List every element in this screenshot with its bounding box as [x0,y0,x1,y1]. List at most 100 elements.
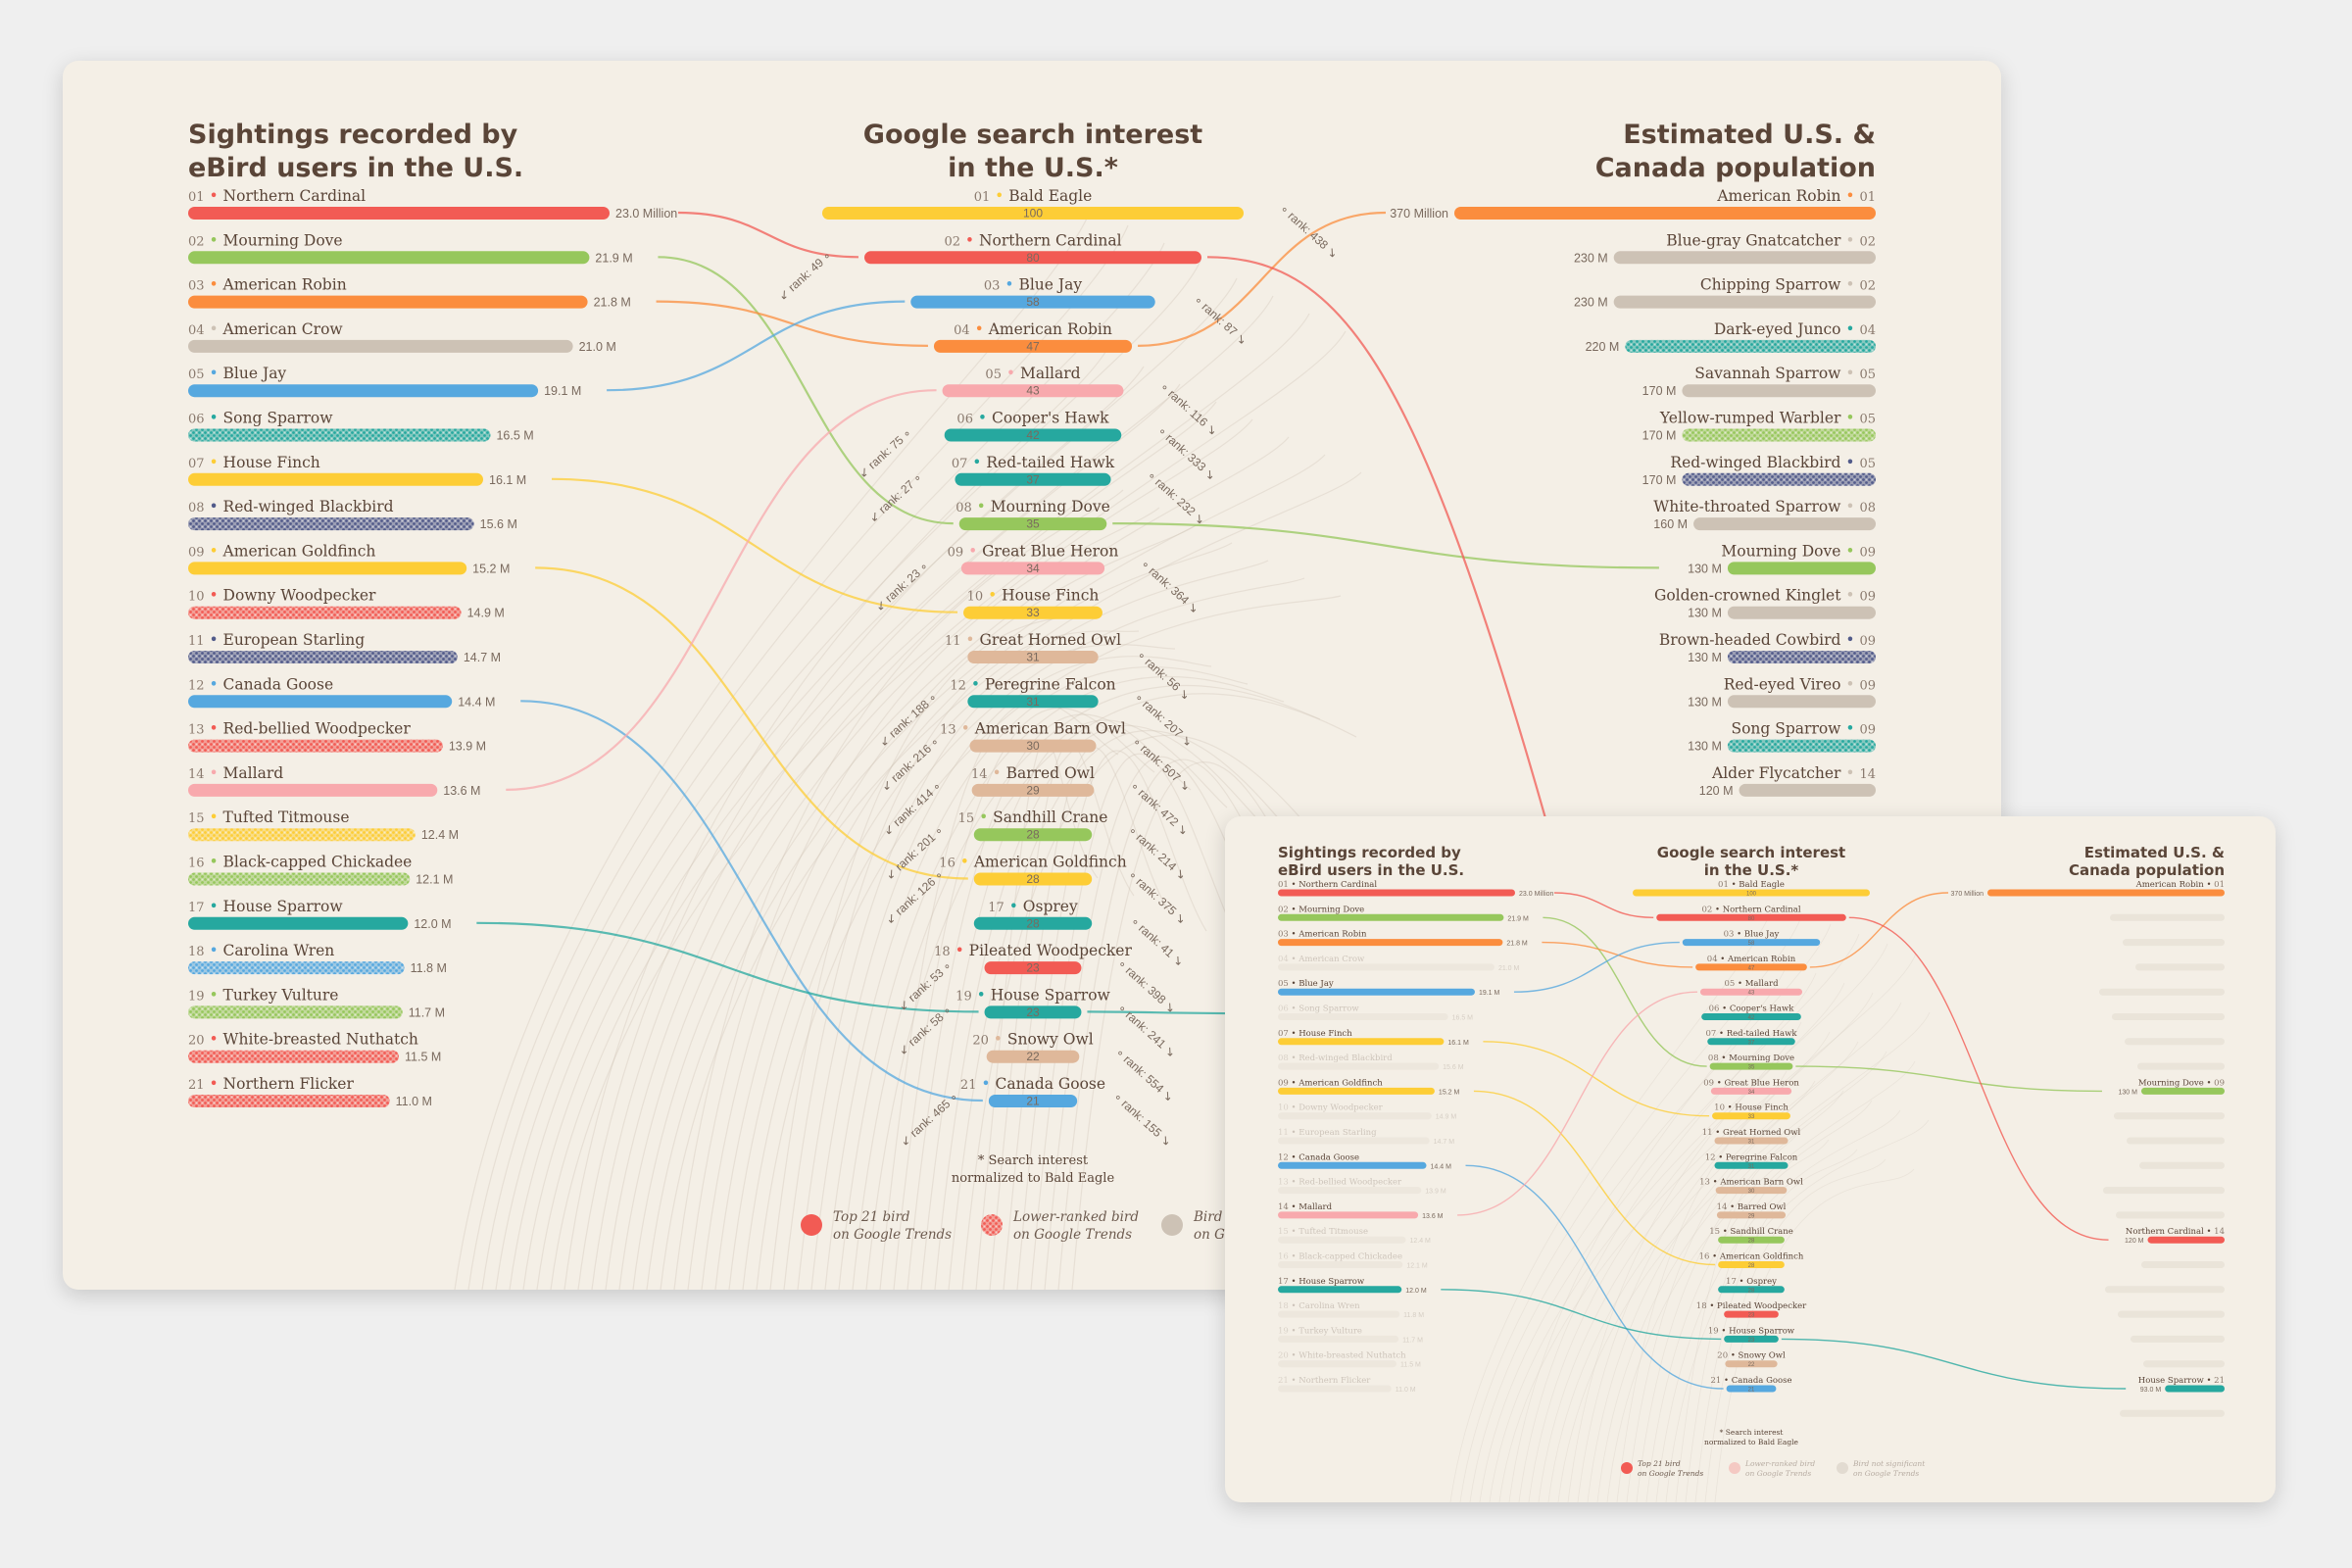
inset-ghost-flow [1449,904,1775,1502]
sightings-bar-turkey-vulture [188,1005,403,1019]
sightings-bar-mourning-dove [188,251,590,265]
flow-mallard [506,389,937,791]
inset-ghost-flow [1498,953,1917,1502]
inset-sightings-bar-red-winged-blackbird [1278,1062,1440,1070]
legend-swatch-solid [801,1214,822,1236]
inset-search-value-red-tailed-hawk: 37 [1748,1040,1755,1046]
inset-flow-right-mourning-dove [1795,1065,2102,1093]
inset-population-bar-faded [2118,1310,2225,1318]
inset-sightings-label-northern-flicker: 21 • Northern Flicker [1278,1376,1371,1386]
inset-legend-line2: on Google Trends [1745,1469,1811,1478]
mid-header-line1: Google search interest [863,120,1202,150]
inset-population-value-house-sparrow: 93.0 M [2140,1387,2162,1394]
inset-search-bar-snowy-owl [1725,1360,1778,1368]
inset-population-bar-house-sparrow [2165,1385,2225,1393]
search-bar-great-blue-heron [960,562,1105,575]
population-value-blue-gray-gnatcatcher: 230 M [1574,251,1608,265]
inset-mid-header-line2: in the U.S.* [1704,861,1799,879]
inset-search-bar-american-barn-owl [1715,1187,1788,1195]
flow-house-finch [551,477,958,613]
inset-ghost-flow [1547,1002,1902,1502]
inset-search-bar-bald-eagle [1633,889,1870,897]
inset-search-label-barred-owl: 14 • Barred Owl [1717,1202,1787,1212]
inset-search-bar-barred-owl [1716,1211,1787,1219]
sightings-value-northern-cardinal: 23.0 Million [615,207,677,220]
population-label-golden-crowned-kinglet: Golden-crowned Kinglet • 09 [1654,587,1876,605]
inset-legend-swatch [1729,1462,1740,1474]
inset-legend-swatch [1837,1462,1848,1474]
inset-search-label-mourning-dove: 08 • Mourning Dove [1708,1054,1794,1063]
inset-sightings-bar-house-finch [1278,1038,1445,1046]
population-label-white-throated-sparrow: White-throated Sparrow • 08 [1653,498,1876,515]
sightings-label-carolina-wren: 18 • Carolina Wren [188,942,334,959]
population-value-dark-eyed-junco: 220 M [1586,340,1620,354]
legend-swatch-pattern [981,1214,1003,1236]
inset-ghost-flow [1479,933,1860,1502]
inset-sightings-label-american-crow: 04 • American Crow [1278,955,1365,964]
population-label-american-robin: American Robin • 01 [1716,187,1876,205]
ghost-flow [522,295,1274,1290]
inset-sightings-value-mourning-dove: 21.9 M [1507,915,1529,922]
right-header-line2: Canada population [1595,153,1876,183]
search-value-red-tailed-hawk: 37 [1026,472,1040,486]
inset-population-bar-faded [2127,1137,2225,1145]
sightings-value-white-breasted-nuthatch: 11.5 M [405,1051,441,1064]
ghost-flow [536,313,1310,1290]
inset-population-bar-faded [2099,988,2225,996]
inset-sightings-value-mallard: 13.6 M [1422,1213,1444,1220]
inset-population-label-mourning-dove: Mourning Dove • 09 [2138,1078,2225,1088]
ghost-flow [934,724,1264,1290]
inset-sightings-bar-tufted-titmouse [1278,1236,1406,1244]
sightings-bar-house-finch [188,472,483,486]
population-bar-red-winged-blackbird [1682,472,1876,486]
inset-population-bar-faded [2103,1187,2225,1195]
inset-sightings-value-american-crow: 21.0 M [1498,965,1520,972]
population-value-savannah-sparrow: 170 M [1642,384,1677,398]
inset-population-bar-american-robin [1987,889,2225,897]
sightings-label-red-winged-blackbird: 08 • Red-winged Blackbird [188,498,394,515]
ghost-flow [961,734,1337,1290]
population-bar-chipping-sparrow [1613,295,1876,309]
right-header-line1: Estimated U.S. & [1623,120,1876,150]
inset-sightings-label-american-robin: 03 • American Robin [1278,930,1367,940]
sightings-value-northern-flicker: 11.0 M [396,1095,432,1108]
population-value-mourning-dove: 130 M [1688,562,1722,575]
inset-sightings-label-american-goldfinch: 09 • American Goldfinch [1278,1078,1383,1088]
population-label-mourning-dove: Mourning Dove • 09 [1721,542,1876,560]
search-value-northern-cardinal: 80 [1026,251,1040,265]
sightings-label-mallard: 14 • Mallard [188,764,283,782]
inset-sightings-bar-house-sparrow [1278,1286,1402,1294]
search-value-house-finch: 33 [1026,606,1040,619]
sightings-label-house-sparrow: 17 • House Sparrow [188,898,343,915]
inset-population-bar-faded [2131,1335,2225,1343]
rank-note-up: ↙ rank: 49 ∘ [776,249,835,304]
left-header-line1: Sightings recorded by [188,120,518,150]
inset-ghost-flow [1577,1031,1831,1502]
search-label-red-tailed-hawk: 07 • Red-tailed Hawk [952,454,1115,471]
sightings-value-american-robin: 21.8 M [594,296,631,310]
inset-search-value-house-finch: 33 [1748,1114,1755,1120]
inset-population-bar-faded [2112,1013,2225,1020]
sightings-value-american-goldfinch: 15.2 M [472,562,510,575]
inset-sightings-bar-european-starling [1278,1137,1430,1145]
inset-sightings-bar-american-crow [1278,963,1494,971]
search-label-mourning-dove: 08 • Mourning Dove [956,498,1110,515]
inset-search-label-mallard: 05 • Mallard [1724,979,1779,989]
ghost-flow [797,644,1176,1290]
sightings-bar-house-sparrow [188,916,409,930]
sightings-bar-red-winged-blackbird [188,517,474,531]
sightings-value-mallard: 13.6 M [443,784,480,798]
ghost-flow [673,489,1124,1290]
inset-ghost-flow [1626,1080,1816,1502]
inset-search-bar-great-horned-owl [1714,1137,1788,1145]
flow-right-mourning-dove [1112,522,1659,569]
inset-search-label-house-finch: 10 • House Finch [1714,1103,1788,1113]
search-value-mourning-dove: 35 [1026,517,1040,531]
sightings-value-canada-goose: 14.4 M [458,695,495,709]
inset-search-bar-red-tailed-hawk [1707,1038,1795,1046]
sightings-bar-blue-jay [188,384,539,398]
ghost-flow [564,348,1108,1290]
inset-population-value-american-robin: 370 Million [1951,891,1984,898]
inset-sightings-label-song-sparrow: 06 • Song Sparrow [1278,1004,1359,1014]
search-label-american-barn-owl: 13 • American Barn Owl [940,720,1126,738]
